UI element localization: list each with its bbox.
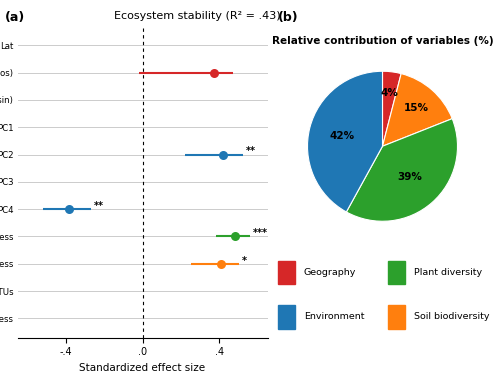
Text: 39%: 39% [398,172,422,182]
Text: **: ** [94,201,104,211]
Wedge shape [382,74,452,146]
X-axis label: Standardized effect size: Standardized effect size [80,363,206,373]
Bar [278,261,295,284]
Text: Environment: Environment [304,312,364,321]
Title: Ecosystem stability (R² = .43): Ecosystem stability (R² = .43) [114,11,281,21]
Text: (a): (a) [5,11,25,24]
Wedge shape [346,118,458,221]
Text: 15%: 15% [404,103,428,113]
Bar [388,261,405,284]
Text: ***: *** [253,228,268,238]
Bar [388,305,405,328]
Wedge shape [308,71,382,212]
Text: Plant diversity: Plant diversity [414,268,482,278]
Title: Relative contribution of variables (%): Relative contribution of variables (%) [272,36,494,46]
Bar [278,305,295,328]
Text: Soil biodiversity: Soil biodiversity [414,312,490,321]
Text: (b): (b) [278,11,298,24]
Text: 42%: 42% [330,131,355,141]
Text: Geography: Geography [304,268,356,278]
Wedge shape [382,71,401,146]
Text: **: ** [246,146,256,156]
Text: 4%: 4% [380,88,398,98]
Text: *: * [242,255,246,266]
